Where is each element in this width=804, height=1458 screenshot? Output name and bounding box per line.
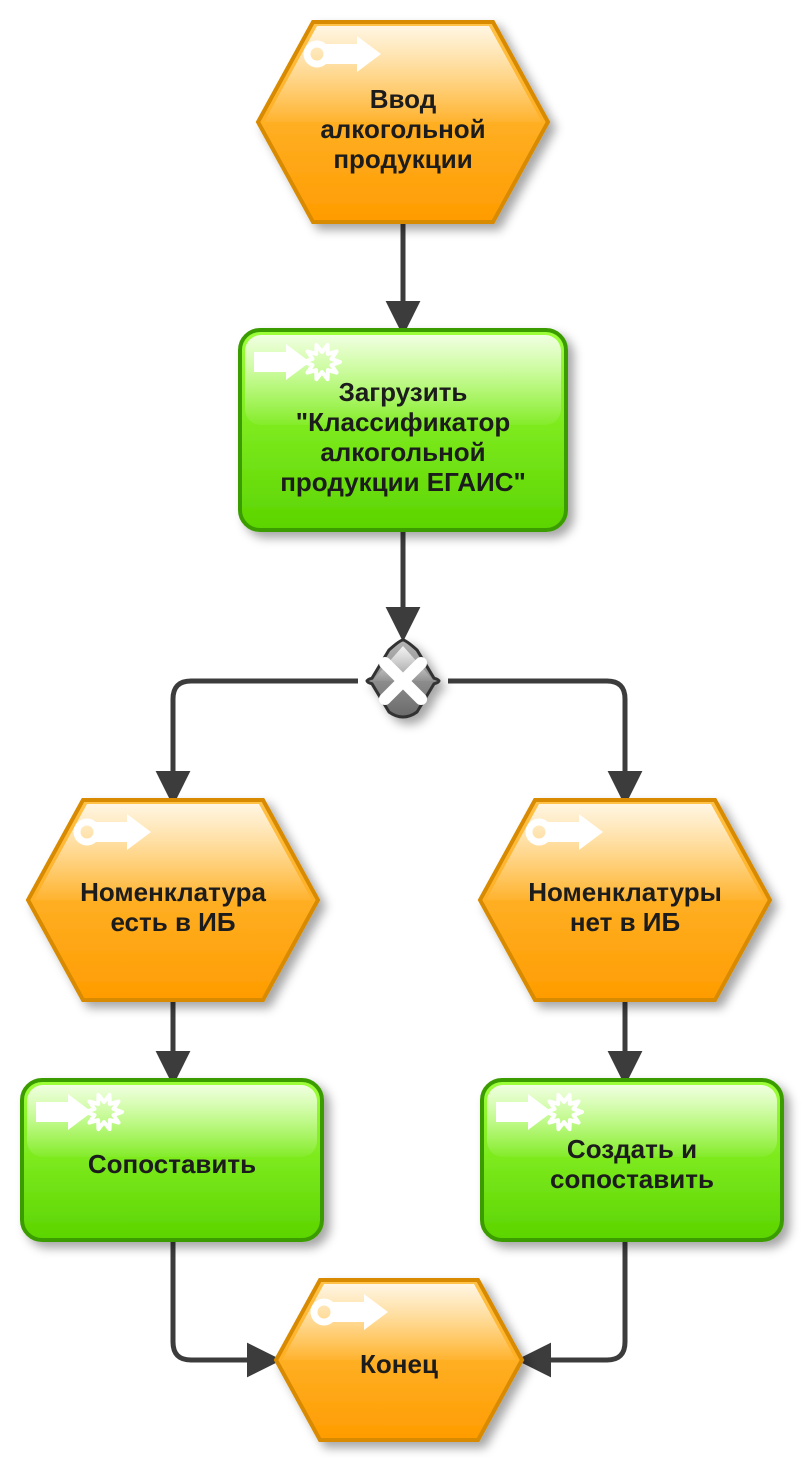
createMap: Создать исопоставить	[482, 1080, 782, 1240]
end: Конец	[276, 1280, 522, 1440]
hasNomen: Номенклатураесть в ИБ	[28, 800, 318, 1000]
noNomen: Номенклатурынет в ИБ	[480, 800, 770, 1000]
connector-6	[173, 1240, 276, 1360]
map: Сопоставить	[22, 1080, 322, 1240]
map-label: Сопоставить	[88, 1149, 256, 1179]
connector-7	[522, 1240, 625, 1360]
gateway	[367, 640, 439, 717]
connector-2	[173, 681, 358, 800]
load: Загрузить"Классификаторалкогольнойпродук…	[240, 330, 566, 530]
start: Вводалкогольнойпродукции	[258, 22, 548, 222]
connector-3	[448, 681, 625, 800]
end-label: Конец	[360, 1349, 438, 1379]
createMap-label: Создать исопоставить	[550, 1134, 714, 1194]
